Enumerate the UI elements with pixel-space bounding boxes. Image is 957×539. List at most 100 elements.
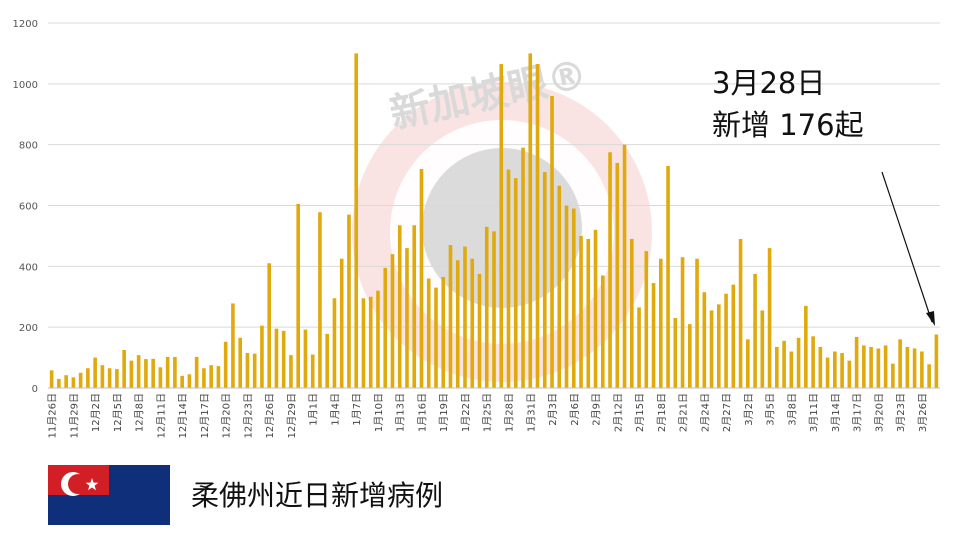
x-tick-label: 1月22日 [460, 393, 472, 432]
bar [695, 258, 699, 388]
x-tick-label: 1月1日 [308, 393, 320, 426]
bar [122, 349, 126, 388]
x-tick-label: 3月8日 [786, 393, 798, 426]
x-tick-label: 1月7日 [351, 393, 363, 426]
x-axis-ticks: 11月26日 11月29日 12月2日 12月5日 12月8日 12月11日 12月14日 1… [47, 393, 929, 438]
bar [260, 325, 264, 388]
bar [891, 363, 895, 388]
x-tick-label: 11月29日 [68, 393, 80, 438]
x-tick-label: 1月16日 [417, 393, 429, 432]
bar [231, 303, 235, 388]
annotation-arrow-head [926, 311, 935, 326]
bar [441, 276, 446, 388]
y-tick-label: 1000 [13, 80, 38, 91]
bar [528, 53, 533, 389]
bar [658, 258, 663, 388]
bar [49, 370, 54, 388]
bar [470, 258, 475, 388]
bar [405, 248, 409, 388]
annotation-callout: 3月28日 新增 176起 [712, 62, 864, 146]
x-tick-label: 1月13日 [395, 393, 407, 432]
y-tick-label: 1200 [13, 19, 38, 30]
bar [303, 329, 308, 388]
bar [666, 165, 670, 388]
bar [738, 238, 743, 388]
bar [129, 360, 134, 389]
bar [426, 278, 431, 388]
bar [629, 238, 634, 388]
bar [267, 263, 271, 388]
bar [542, 172, 547, 388]
bar [651, 283, 656, 388]
bar [513, 178, 518, 388]
bar [579, 235, 583, 388]
bar [419, 169, 424, 388]
bar [535, 64, 540, 388]
bar [818, 346, 823, 388]
bar [782, 340, 786, 388]
bar [862, 345, 866, 388]
x-tick-label: 3月2日 [743, 393, 755, 426]
x-tick-label: 1月25日 [482, 393, 494, 432]
bar [637, 307, 641, 388]
bar [173, 356, 177, 388]
johor-flag-icon [48, 465, 170, 525]
x-tick-label: 2月24日 [699, 393, 711, 432]
x-tick-label: 12月20日 [221, 393, 233, 438]
bar [180, 375, 184, 388]
bar [796, 337, 801, 388]
bar [252, 353, 257, 388]
bar [869, 346, 873, 388]
bar [687, 324, 692, 389]
bar [383, 267, 388, 388]
x-tick-label: 3月17日 [852, 393, 864, 432]
bar [412, 225, 417, 388]
x-tick-label: 1月31日 [525, 393, 537, 432]
bar [709, 310, 714, 388]
bar [724, 293, 728, 388]
bar [455, 260, 460, 388]
bar [325, 333, 330, 388]
bar [361, 298, 366, 388]
bar [825, 357, 830, 388]
x-tick-label: 2月9日 [591, 393, 603, 426]
bar [898, 339, 902, 388]
bar [521, 147, 525, 388]
bar [608, 152, 612, 388]
bar [390, 254, 395, 388]
bar [912, 348, 917, 388]
bar [905, 346, 910, 388]
bar [339, 258, 344, 388]
bar [586, 238, 591, 388]
bar [187, 374, 192, 388]
bar [136, 355, 141, 388]
bar [593, 229, 598, 388]
x-tick-label: 1月28日 [504, 393, 516, 432]
bar [775, 346, 779, 388]
bar [238, 337, 242, 388]
y-tick-label: 600 [19, 202, 38, 213]
bar [571, 208, 576, 388]
x-tick-label: 2月15日 [634, 393, 646, 432]
bar [883, 345, 888, 388]
bar [644, 251, 649, 389]
bar [144, 359, 148, 388]
x-tick-label: 3月20日 [873, 393, 885, 432]
bar [100, 365, 105, 388]
flag-star [85, 478, 99, 491]
x-tick-label: 2月12日 [612, 393, 624, 432]
bar [93, 357, 97, 388]
bars [48, 53, 940, 389]
x-tick-label: 12月2日 [90, 393, 102, 432]
bar [296, 203, 301, 388]
x-tick-label: 11月26日 [47, 393, 59, 438]
x-tick-label: 3月5日 [765, 393, 777, 426]
bar [811, 336, 815, 388]
x-tick-label: 1月10日 [373, 393, 385, 432]
chart-title: 柔佛州近日新增病例 [191, 479, 444, 512]
bar [354, 53, 359, 389]
x-tick-label: 3月11日 [808, 393, 820, 432]
bar [107, 368, 112, 388]
bar [434, 287, 438, 389]
